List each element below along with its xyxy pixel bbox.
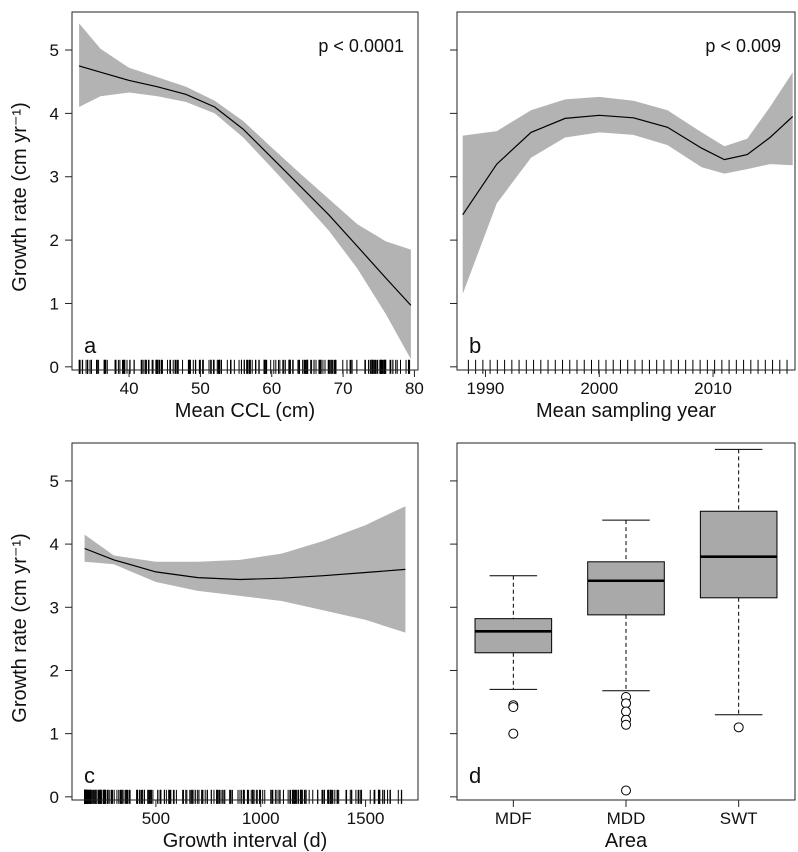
y-tick-label: 3	[50, 168, 59, 187]
plot-frame	[456, 442, 796, 801]
plot-frame	[71, 442, 419, 801]
x-tick-label: 500	[142, 809, 170, 828]
y-tick-label: 1	[50, 294, 59, 313]
confidence-band	[84, 506, 406, 633]
plot-frame	[71, 11, 419, 371]
outlier-point	[621, 706, 631, 717]
x-axis-title: Growth interval (d)	[163, 830, 328, 852]
y-axis-title-bottom: Growth rate (cm yr⁻¹)	[9, 533, 31, 722]
x-tick-label: 50	[191, 379, 210, 398]
y-tick-label: 2	[50, 661, 59, 680]
y-tick-label: 2	[50, 231, 59, 250]
box-iqr	[699, 510, 778, 599]
x-axis-title: Mean sampling year	[536, 400, 716, 422]
panel-d: MDF MDD SWT Area d	[450, 442, 796, 852]
fit-line	[78, 65, 412, 306]
panel-a: 40 50 60 70 80 0 1 2 3 4 5 Mean CCL (cm) a p < 0.0001	[50, 11, 424, 422]
x-tick-label: 70	[334, 379, 353, 398]
panel-b: 1990 2000 2010 Mean sampling year b p < 0.009	[450, 11, 796, 422]
x-tick-label: MDF	[495, 809, 532, 828]
box-iqr	[587, 561, 665, 616]
box-SWT	[699, 448, 778, 733]
x-tick-label: 2000	[580, 379, 618, 398]
y-tick-label: 1	[50, 725, 59, 744]
confidence-band	[462, 72, 793, 294]
x-tick-label: 60	[262, 379, 281, 398]
y-tick-label: 4	[50, 104, 59, 123]
box-MDD	[587, 519, 665, 796]
rug-marks	[467, 359, 788, 374]
x-tick-label: 1000	[242, 809, 280, 828]
p-value-annotation: p < 0.0001	[318, 36, 404, 56]
x-tick-label: 2010	[694, 379, 732, 398]
panel-letter: d	[469, 763, 481, 788]
panel-c: 500 1000 1500 0 1 2 3 4 5 Growth interval (d) c	[50, 442, 419, 852]
fit-line	[462, 114, 794, 216]
panel-letter: a	[84, 333, 97, 358]
y-tick-label: 0	[50, 358, 59, 377]
outlier-point	[508, 702, 519, 713]
y-tick-label: 4	[50, 535, 59, 554]
box-iqr	[474, 618, 553, 654]
p-value-annotation: p < 0.009	[705, 36, 781, 56]
plot-frame	[456, 11, 796, 371]
panel-letter: c	[84, 763, 95, 788]
fit-line	[84, 547, 406, 581]
x-axis-title: Mean CCL (cm)	[175, 400, 315, 422]
x-tick-label: 80	[405, 379, 424, 398]
x-tick-label: MDD	[607, 809, 646, 828]
outlier-point	[733, 722, 744, 733]
rug-marks	[78, 359, 411, 374]
box-MDF	[474, 575, 553, 739]
y-tick-label: 5	[50, 41, 59, 60]
x-tick-label: 1990	[467, 379, 505, 398]
y-tick-label: 5	[50, 472, 59, 491]
x-axis-title: Area	[605, 830, 648, 852]
outlier-point	[621, 698, 631, 709]
outlier-point	[621, 785, 631, 796]
x-tick-label: SWT	[720, 809, 758, 828]
x-tick-label: 1500	[347, 809, 385, 828]
rug-marks	[84, 789, 403, 804]
y-tick-label: 3	[50, 598, 59, 617]
outlier-point	[621, 719, 631, 730]
y-axis-title-top: Growth rate (cm yr⁻¹)	[9, 102, 31, 291]
x-tick-label: 40	[120, 379, 139, 398]
panel-letter: b	[469, 333, 481, 358]
confidence-band	[79, 23, 411, 360]
y-tick-label: 0	[50, 788, 59, 807]
outlier-point	[508, 728, 519, 739]
